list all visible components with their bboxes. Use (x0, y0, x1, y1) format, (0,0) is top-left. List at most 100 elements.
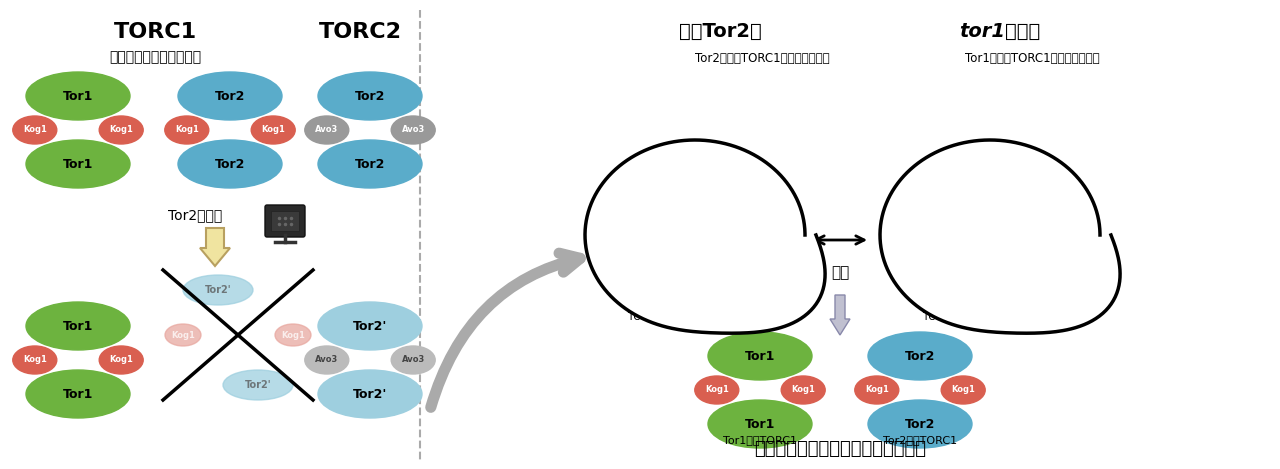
Text: Tor2': Tor2' (205, 285, 232, 295)
Text: Kog1: Kog1 (282, 331, 305, 340)
Ellipse shape (178, 140, 282, 188)
Text: Tor2: Tor2 (215, 158, 246, 171)
Ellipse shape (617, 198, 673, 225)
Text: 改造Tor2株: 改造Tor2株 (678, 22, 762, 41)
Ellipse shape (251, 116, 296, 144)
Text: Tor1由来TORC1: Tor1由来TORC1 (723, 435, 797, 445)
Ellipse shape (13, 116, 56, 144)
Ellipse shape (855, 376, 899, 404)
Ellipse shape (941, 376, 986, 404)
Text: Tor2': Tor2' (353, 319, 387, 333)
Ellipse shape (100, 116, 143, 144)
FancyBboxPatch shape (265, 205, 305, 237)
Ellipse shape (223, 370, 293, 400)
Polygon shape (585, 140, 826, 333)
Ellipse shape (708, 400, 812, 448)
Text: Avo3: Avo3 (777, 227, 790, 233)
Ellipse shape (275, 324, 311, 346)
Text: Tor1: Tor1 (745, 417, 776, 431)
Text: TORC2: TORC2 (742, 300, 777, 310)
Ellipse shape (317, 370, 422, 418)
Text: Tor2': Tor2' (750, 208, 769, 214)
Text: Tor2: Tor2 (1047, 246, 1064, 252)
Text: Avo3: Avo3 (402, 126, 425, 135)
Ellipse shape (26, 370, 131, 418)
Ellipse shape (317, 140, 422, 188)
Text: Kog1: Kog1 (175, 126, 198, 135)
Ellipse shape (392, 116, 435, 144)
Text: Tor2由来
TORC1: Tor2由来 TORC1 (923, 300, 957, 322)
Text: Avo3: Avo3 (730, 227, 742, 233)
Ellipse shape (609, 222, 634, 238)
Text: Kog1: Kog1 (865, 386, 888, 394)
Ellipse shape (731, 198, 788, 225)
Text: Tor2': Tor2' (244, 380, 271, 390)
Text: 比較: 比較 (831, 265, 849, 280)
Ellipse shape (305, 346, 348, 374)
Text: Tor2: Tor2 (932, 208, 948, 214)
FancyBboxPatch shape (271, 211, 300, 231)
Text: Tor1: Tor1 (63, 158, 93, 171)
Text: Tor1由来のTORC1を持たない酵母: Tor1由来のTORC1を持たない酵母 (965, 52, 1100, 65)
Ellipse shape (183, 275, 253, 305)
Text: Kog1: Kog1 (614, 227, 627, 233)
Text: 同じだと考えられてきた: 同じだと考えられてきた (109, 50, 201, 64)
Ellipse shape (26, 72, 131, 120)
Ellipse shape (178, 72, 282, 120)
Ellipse shape (100, 346, 143, 374)
Ellipse shape (317, 302, 422, 350)
Ellipse shape (165, 116, 209, 144)
Text: Tor2: Tor2 (355, 90, 385, 103)
Ellipse shape (1027, 198, 1084, 225)
Text: Kog1: Kog1 (791, 386, 815, 394)
Text: Avo3: Avo3 (402, 356, 425, 364)
Text: TORC2: TORC2 (1037, 300, 1073, 310)
Text: Kog1: Kog1 (23, 126, 47, 135)
FancyArrow shape (200, 228, 230, 266)
Text: Tor2': Tor2' (750, 246, 769, 252)
Text: tor1欠損株: tor1欠損株 (960, 22, 1041, 41)
Text: Tor2を改造: Tor2を改造 (168, 208, 223, 222)
Text: Avo3: Avo3 (1073, 227, 1085, 233)
Text: Kog1: Kog1 (109, 356, 133, 364)
Ellipse shape (165, 324, 201, 346)
Text: Tor1: Tor1 (745, 349, 776, 363)
Text: Tor1: Tor1 (63, 387, 93, 401)
Ellipse shape (911, 198, 969, 225)
Text: Tor2: Tor2 (905, 349, 936, 363)
Ellipse shape (731, 235, 788, 262)
FancyArrowPatch shape (431, 253, 580, 408)
Ellipse shape (868, 400, 972, 448)
Ellipse shape (951, 222, 975, 238)
Text: Tor1: Tor1 (63, 319, 93, 333)
FancyArrow shape (829, 295, 850, 335)
Text: Kog1: Kog1 (951, 386, 975, 394)
Ellipse shape (1019, 222, 1043, 238)
Ellipse shape (617, 235, 673, 262)
Ellipse shape (657, 222, 681, 238)
Text: 同じ？違う？　違うなら何が違う？: 同じ？違う？ 違うなら何が違う？ (754, 440, 925, 458)
Text: Avo3: Avo3 (315, 126, 338, 135)
Text: TORC1: TORC1 (114, 22, 197, 42)
Text: Avo3: Avo3 (1025, 227, 1038, 233)
Ellipse shape (695, 376, 739, 404)
Ellipse shape (26, 140, 131, 188)
Text: Tor1: Tor1 (636, 246, 654, 252)
Text: Tor1由来
TORC1: Tor1由来 TORC1 (627, 300, 663, 322)
Ellipse shape (781, 376, 826, 404)
Text: Tor2: Tor2 (1047, 208, 1064, 214)
Ellipse shape (772, 222, 796, 238)
Ellipse shape (868, 332, 972, 380)
Ellipse shape (1066, 222, 1091, 238)
Text: Tor2由来TORC1: Tor2由来TORC1 (883, 435, 957, 445)
Text: Kog1: Kog1 (662, 227, 676, 233)
Text: TORC2: TORC2 (319, 22, 402, 42)
Ellipse shape (317, 72, 422, 120)
Text: Kog1: Kog1 (109, 126, 133, 135)
Text: Tor1: Tor1 (636, 208, 654, 214)
Text: Kog1: Kog1 (172, 331, 195, 340)
Text: Tor2由来のTORC1を持たない酵母: Tor2由来のTORC1を持たない酵母 (695, 52, 829, 65)
Ellipse shape (305, 116, 348, 144)
Polygon shape (881, 140, 1120, 333)
Ellipse shape (911, 235, 969, 262)
